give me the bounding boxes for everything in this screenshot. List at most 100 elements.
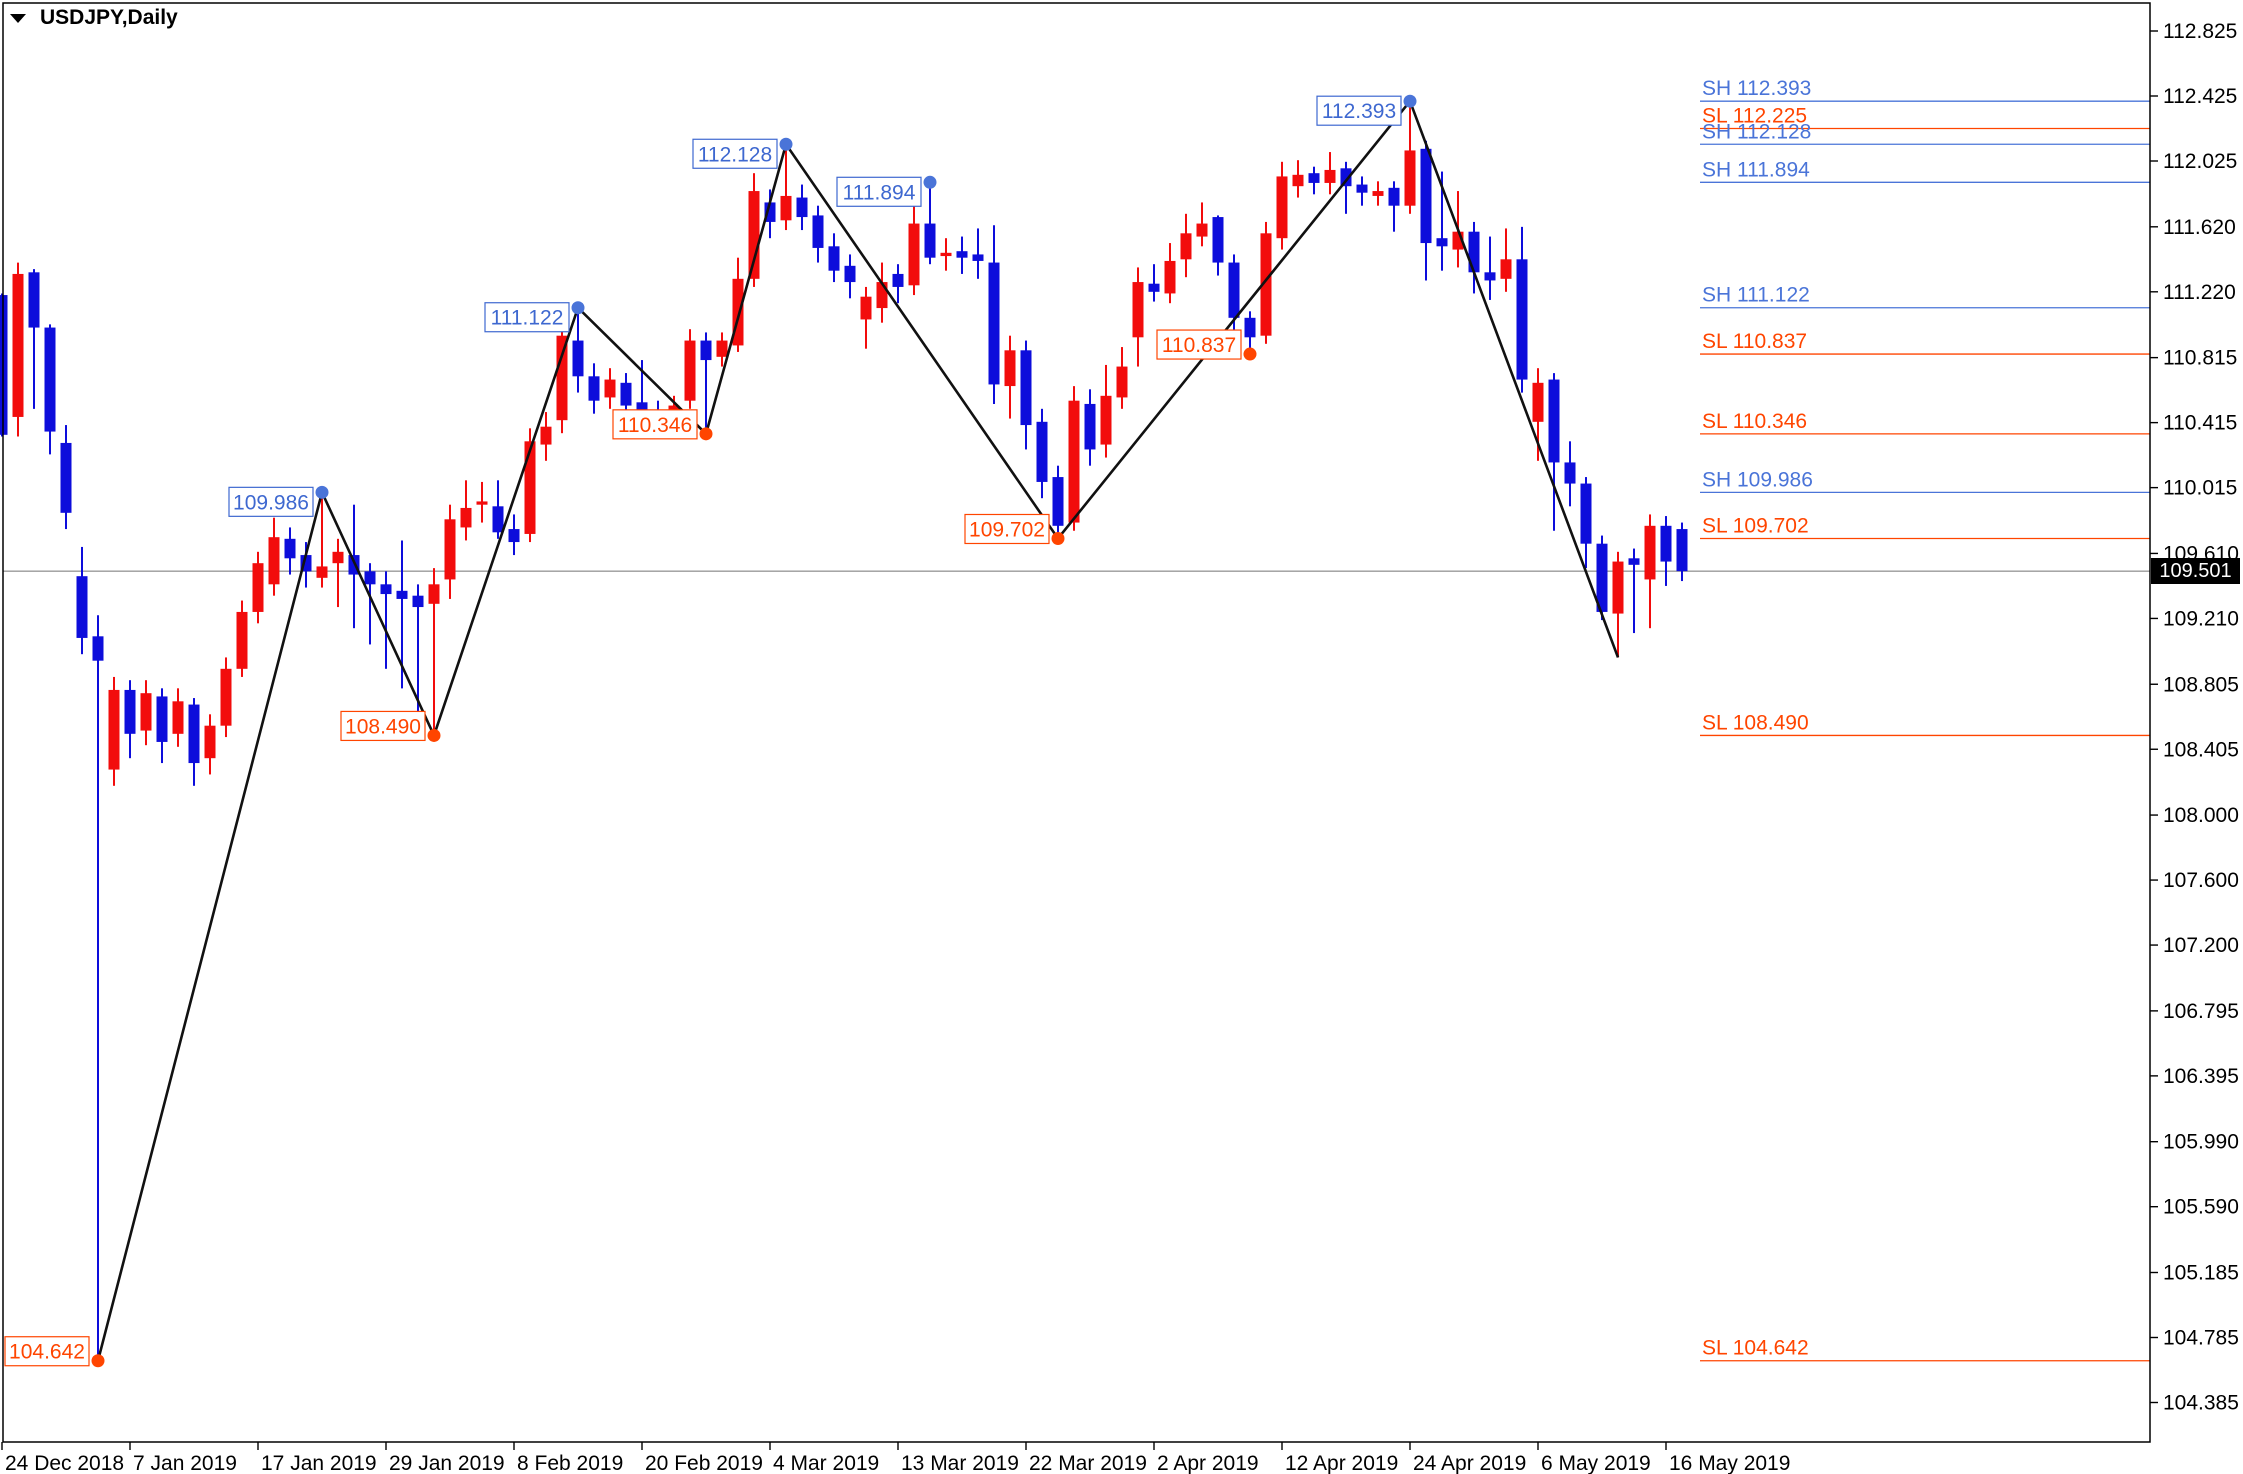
chart-title: USDJPY,Daily bbox=[40, 6, 178, 29]
level-SH-112.393[interactable]: SH 112.393 bbox=[1700, 77, 2150, 102]
level-SH-109.986[interactable]: SH 109.986 bbox=[1700, 468, 2150, 493]
date-tick-label: 6 May 2019 bbox=[1541, 1452, 1651, 1474]
date-tick-label: 4 Mar 2019 bbox=[773, 1452, 879, 1474]
level-SL-110.837[interactable]: SL 110.837 bbox=[1700, 330, 2150, 355]
swing-marker-108.490[interactable]: 108.490 bbox=[340, 710, 441, 742]
candle bbox=[1084, 389, 1096, 466]
candle bbox=[1116, 347, 1128, 409]
level-SH-112.128[interactable]: SH 112.128 bbox=[1700, 120, 2150, 145]
candle bbox=[412, 584, 424, 715]
swing-marker-112.128[interactable]: 112.128 bbox=[692, 137, 793, 169]
candle bbox=[1612, 551, 1624, 658]
candle bbox=[1644, 514, 1656, 629]
swing-marker-label: 109.986 bbox=[233, 491, 309, 514]
candle bbox=[380, 571, 392, 669]
level-SL-110.346[interactable]: SL 110.346 bbox=[1700, 410, 2150, 435]
candle bbox=[1180, 213, 1192, 278]
candle bbox=[1132, 267, 1144, 367]
swing-marker-label: 112.393 bbox=[1322, 100, 1396, 123]
swing-marker-109.986[interactable]: 109.986 bbox=[228, 485, 329, 517]
candle bbox=[1148, 264, 1160, 302]
candle bbox=[1276, 161, 1288, 250]
swing-marker-109.702[interactable]: 109.702 bbox=[964, 513, 1065, 545]
level-SL-108.490[interactable]: SL 108.490 bbox=[1700, 711, 2150, 737]
swing-marker-110.346[interactable]: 110.346 bbox=[612, 409, 713, 441]
swing-marker-label: 111.894 bbox=[843, 181, 916, 204]
swing-marker-111.894[interactable]: 111.894 bbox=[836, 175, 937, 207]
swing-marker-112.393[interactable]: 112.393 bbox=[1316, 94, 1417, 126]
candle bbox=[1548, 373, 1560, 531]
candle bbox=[476, 481, 488, 523]
candle bbox=[44, 324, 56, 455]
candle bbox=[1036, 408, 1048, 499]
candle bbox=[1244, 311, 1256, 355]
swing-marker-104.642[interactable]: 104.642 bbox=[4, 1336, 105, 1368]
date-tick-label: 29 Jan 2019 bbox=[389, 1452, 505, 1474]
candle bbox=[1068, 386, 1080, 531]
candle bbox=[28, 269, 40, 409]
candle bbox=[1308, 166, 1320, 195]
date-tick-label: 22 Mar 2019 bbox=[1029, 1452, 1147, 1474]
candle bbox=[556, 319, 568, 434]
level-SH-111.122[interactable]: SH 111.122 bbox=[1700, 284, 2150, 309]
swing-high-dot bbox=[779, 137, 793, 151]
price-tick-label: 104.785 bbox=[2163, 1327, 2239, 1350]
candle bbox=[1372, 181, 1384, 206]
price-tick-label: 106.395 bbox=[2163, 1065, 2239, 1088]
price-tick-label: 108.805 bbox=[2163, 673, 2239, 696]
candle bbox=[780, 144, 792, 231]
candle bbox=[1356, 176, 1368, 206]
candle bbox=[1564, 441, 1576, 507]
level-SL-104.642[interactable]: SL 104.642 bbox=[1700, 1337, 2150, 1362]
swing-low-dot bbox=[427, 728, 441, 742]
candle bbox=[1260, 221, 1272, 344]
level-label: SH 111.122 bbox=[1702, 284, 1810, 307]
candle bbox=[1388, 181, 1400, 232]
candle bbox=[444, 504, 456, 599]
candle bbox=[492, 480, 504, 539]
candle bbox=[524, 428, 536, 543]
candle bbox=[1196, 202, 1208, 247]
level-label: SL 110.837 bbox=[1702, 330, 1807, 353]
swing-high-dot bbox=[315, 485, 329, 499]
swing-high-dot bbox=[571, 301, 585, 315]
candle bbox=[684, 329, 696, 409]
candle bbox=[748, 173, 760, 287]
candle bbox=[1676, 522, 1688, 582]
candle bbox=[1516, 226, 1528, 393]
swing-markers: 104.642 109.986 108.490 111.122 110.346 112.1… bbox=[4, 94, 1417, 1368]
price-tick-label: 112.425 bbox=[2163, 85, 2237, 108]
candle bbox=[844, 254, 856, 299]
time-axis[interactable]: 24 Dec 2018 7 Jan 2019 17 Jan 2019 29 Jan 2… bbox=[1, 1442, 1790, 1474]
level-SL-109.702[interactable]: SL 109.702 bbox=[1700, 514, 2150, 540]
price-axis[interactable]: 112.825 112.425 112.025 111.620 111.220 110.8… bbox=[2150, 20, 2239, 1415]
swing-marker-110.837[interactable]: 110.837 bbox=[1156, 329, 1257, 361]
swing-marker-111.122[interactable]: 111.122 bbox=[484, 301, 585, 333]
candle bbox=[812, 205, 824, 263]
price-tick-label: 105.990 bbox=[2163, 1131, 2239, 1154]
level-label: SL 108.490 bbox=[1702, 711, 1809, 734]
symbol-dropdown-icon[interactable] bbox=[10, 13, 26, 23]
price-tick-label: 106.795 bbox=[2163, 1000, 2239, 1023]
level-SH-111.894[interactable]: SH 111.894 bbox=[1700, 158, 2150, 183]
candle bbox=[572, 307, 584, 393]
candle bbox=[1164, 243, 1176, 304]
candle bbox=[1660, 516, 1672, 586]
price-tick-label: 112.025 bbox=[2163, 150, 2237, 173]
candle bbox=[940, 238, 952, 271]
level-SL-112.225[interactable]: SL 112.225 bbox=[1700, 105, 2150, 130]
date-tick-label: 24 Dec 2018 bbox=[5, 1452, 124, 1474]
candle bbox=[1500, 228, 1512, 292]
price-tick-label: 110.815 bbox=[2163, 347, 2237, 370]
candle bbox=[828, 233, 840, 283]
candle bbox=[908, 197, 920, 296]
candle bbox=[988, 225, 1000, 404]
candle bbox=[252, 551, 264, 624]
candle bbox=[732, 257, 744, 352]
candle bbox=[1420, 140, 1432, 281]
candle bbox=[956, 236, 968, 274]
price-tick-label: 105.185 bbox=[2163, 1262, 2239, 1285]
